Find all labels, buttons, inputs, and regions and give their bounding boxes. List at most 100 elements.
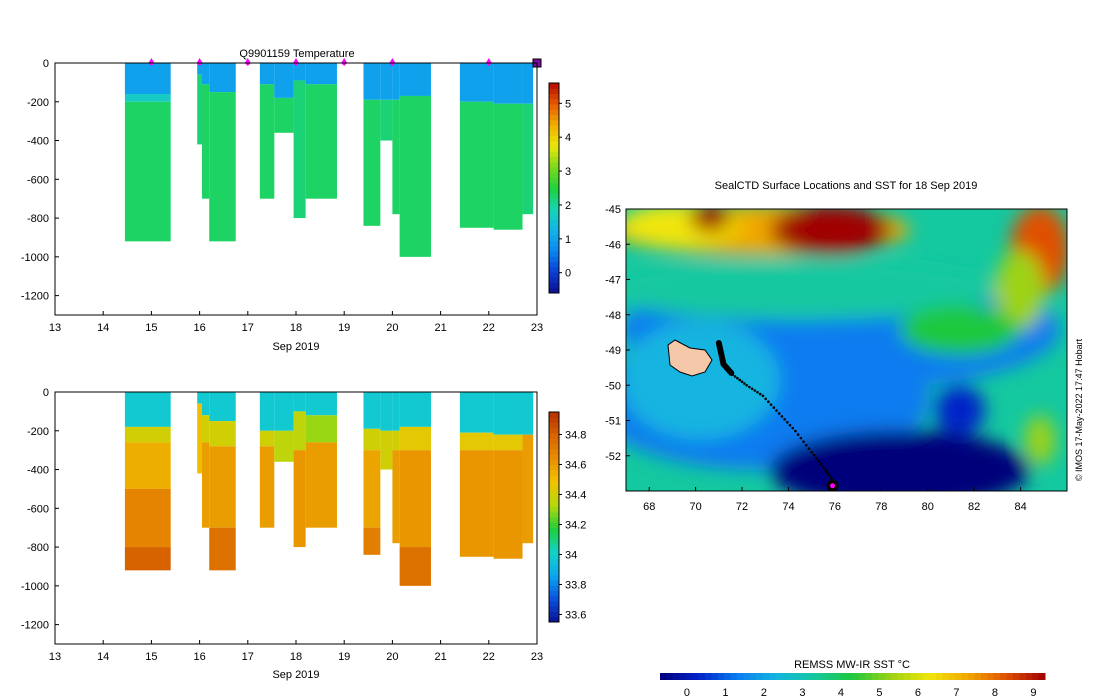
colorbar-segment [549, 235, 559, 241]
colorbar-segment [549, 496, 559, 502]
colorbar-segment [549, 219, 559, 226]
sst-blob-red [770, 209, 890, 255]
profile-7-layer-1 [305, 84, 337, 199]
salinity-x-label: Sep 2019 [272, 669, 319, 681]
y-tick-label: -200 [27, 97, 49, 109]
colorbar-segment [549, 198, 559, 205]
colorbar-segment [549, 585, 559, 591]
sst-colorbar-segment [968, 673, 975, 680]
track-point [764, 397, 767, 401]
profile-2-layer-2 [202, 442, 210, 528]
profile-12-layer-0 [459, 63, 494, 102]
track-point [786, 420, 789, 424]
profile-10-layer-1 [392, 430, 400, 451]
y-tick-label: -1000 [21, 252, 49, 264]
map-x-tick-label: 84 [1014, 501, 1026, 513]
profile-4-layer-0 [259, 392, 275, 431]
sst-blob-darkblue [770, 430, 1030, 491]
profile-9-layer-0 [380, 392, 393, 431]
temperature-y-ticks: 0 -200 -400 -600 -800 -1000 -1200 [21, 58, 59, 303]
profile-3-layer-1 [209, 92, 236, 242]
colorbar-segment [549, 193, 559, 199]
profile-11-layer-1 [399, 426, 431, 451]
profile-11-layer-2 [399, 450, 431, 548]
track-point [796, 433, 800, 436]
sst-colorbar-segment [833, 673, 841, 680]
track-point [788, 423, 792, 427]
profile-marker [485, 58, 492, 66]
map-y-tick-label: -51 [605, 416, 621, 428]
profile-8-layer-1 [363, 99, 381, 226]
map-title: SealCTD Surface Locations and SST for 18… [715, 180, 978, 192]
sst-colorbar-label: REMSS MW-IR SST °C [794, 659, 910, 671]
track-point [799, 436, 803, 440]
colorbar-segment [549, 104, 559, 110]
sst-colorbar-segment [910, 673, 918, 680]
sst-colorbar-segment [852, 673, 860, 680]
sst-colorbar-segment [788, 673, 796, 680]
profile-6-layer-1 [293, 411, 306, 451]
seal-track [715, 339, 839, 491]
profile-3-layer-0 [209, 392, 236, 422]
colorbar-segment [549, 564, 559, 570]
track-point [812, 453, 816, 457]
track-point [783, 418, 786, 421]
colorbar-segment [549, 606, 559, 612]
colorbar-segment [549, 240, 559, 247]
track-point [794, 429, 797, 433]
profile-12-layer-0 [459, 392, 494, 433]
profile-7-layer-0 [305, 392, 337, 416]
x-tick-label: 14 [97, 322, 109, 334]
sst-field [626, 209, 1067, 491]
sst-colorbar-segment [903, 673, 911, 680]
y-tick-label: -400 [27, 136, 49, 148]
track-point [807, 447, 811, 451]
sst-colorbar-segment [871, 673, 879, 680]
sst-colorbar-segment [826, 673, 834, 680]
temperature-title: Q9901159 Temperature [239, 48, 354, 60]
sst-colorbar-segment [801, 673, 809, 680]
sst-colorbar-segment [724, 673, 732, 680]
sst-colorbar: 0 1 2 3 4 5 6 7 8 9 [660, 673, 1046, 699]
sst-colorbar-tick-label: 9 [1030, 687, 1036, 699]
map-x-tick-label: 78 [875, 501, 887, 513]
track-point [736, 376, 739, 380]
profile-marker [389, 58, 396, 66]
colorbar-segment [549, 569, 559, 576]
colorbar-frame [548, 82, 560, 294]
sst-colorbar-segment [884, 673, 892, 680]
map-x-tick-label: 68 [643, 501, 655, 513]
x-tick-label: 16 [193, 651, 205, 663]
colorbar-segment [549, 522, 559, 528]
sst-colorbar-segment [794, 673, 802, 680]
colorbar-tick-label: 1 [565, 234, 571, 246]
map-y-tick-label: -46 [605, 239, 621, 251]
colorbar-segment [549, 459, 559, 465]
sst-colorbar-segment [775, 673, 783, 680]
track-point [731, 373, 735, 376]
salinity-x-ticks: 13 14 15 16 17 18 19 20 21 22 23 [49, 640, 543, 663]
profile-marker [341, 58, 348, 66]
y-tick-label: -1200 [21, 291, 49, 303]
sst-colorbar-segment [685, 673, 693, 680]
x-tick-label: 18 [290, 322, 302, 334]
colorbar-segment [549, 272, 559, 278]
colorbar-tick-label: 34.4 [565, 490, 586, 502]
profile-2-layer-0 [202, 392, 210, 416]
colorbar-segment [549, 182, 559, 189]
colorbar-tick-label: 34.8 [565, 430, 586, 442]
colorbar-tick-label: 4 [565, 132, 571, 144]
sst-colorbar-tick-label: 3 [799, 687, 805, 699]
sst-colorbar-tick-label: 5 [876, 687, 882, 699]
colorbar-segment [549, 88, 559, 94]
y-tick-label: -1000 [21, 581, 49, 593]
profile-0-layer-2 [124, 442, 171, 489]
sst-blob-deepblue [935, 385, 985, 435]
map-x-tick-label: 74 [782, 501, 794, 513]
sst-colorbar-segment [814, 673, 821, 680]
y-tick-label: -800 [27, 213, 49, 225]
colorbar-segment [549, 527, 559, 534]
sst-colorbar-tick-label: 7 [953, 687, 959, 699]
track-point [804, 443, 808, 447]
profile-5-layer-0 [274, 392, 294, 431]
